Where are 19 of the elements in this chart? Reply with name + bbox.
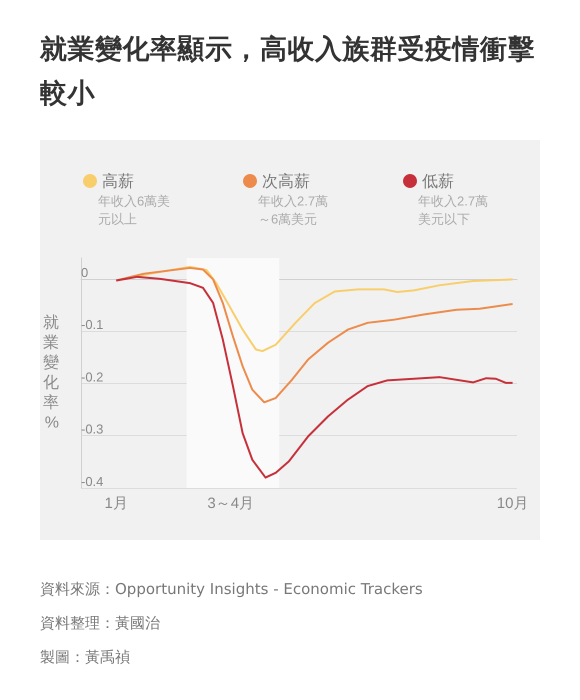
- y-tick-label: 0: [81, 264, 88, 280]
- legend-label: 高薪: [102, 172, 134, 190]
- chart-title: 就業變化率顯示，高收入族群受疫情衝擊較小: [40, 33, 536, 111]
- text: 年收入6萬美元以上: [98, 194, 170, 226]
- y-tick-label: -0.1: [81, 317, 104, 332]
- y-axis-title: 就業變化率%: [43, 314, 59, 432]
- y-tick-label: -0.4: [81, 474, 104, 489]
- text: 製圖：黃禹禎: [40, 647, 131, 668]
- legend-label: 次高薪: [262, 172, 310, 190]
- legend-label: 低薪: [422, 172, 454, 190]
- x-tick-label: 1月: [104, 495, 128, 512]
- x-tick-label: 3～4月: [207, 495, 254, 512]
- text: 年收入2.7萬～6萬美元: [258, 194, 328, 226]
- y-tick-label: -0.2: [81, 369, 104, 384]
- x-tick-label: 10月: [496, 495, 528, 512]
- source-note: 資料來源：Opportunity Insights - Economic Trackers: [40, 579, 423, 600]
- text: 年收入2.7萬美元以下: [418, 194, 488, 226]
- text: 資料整理：黃國治: [40, 613, 161, 634]
- y-tick-label: -0.3: [81, 422, 104, 437]
